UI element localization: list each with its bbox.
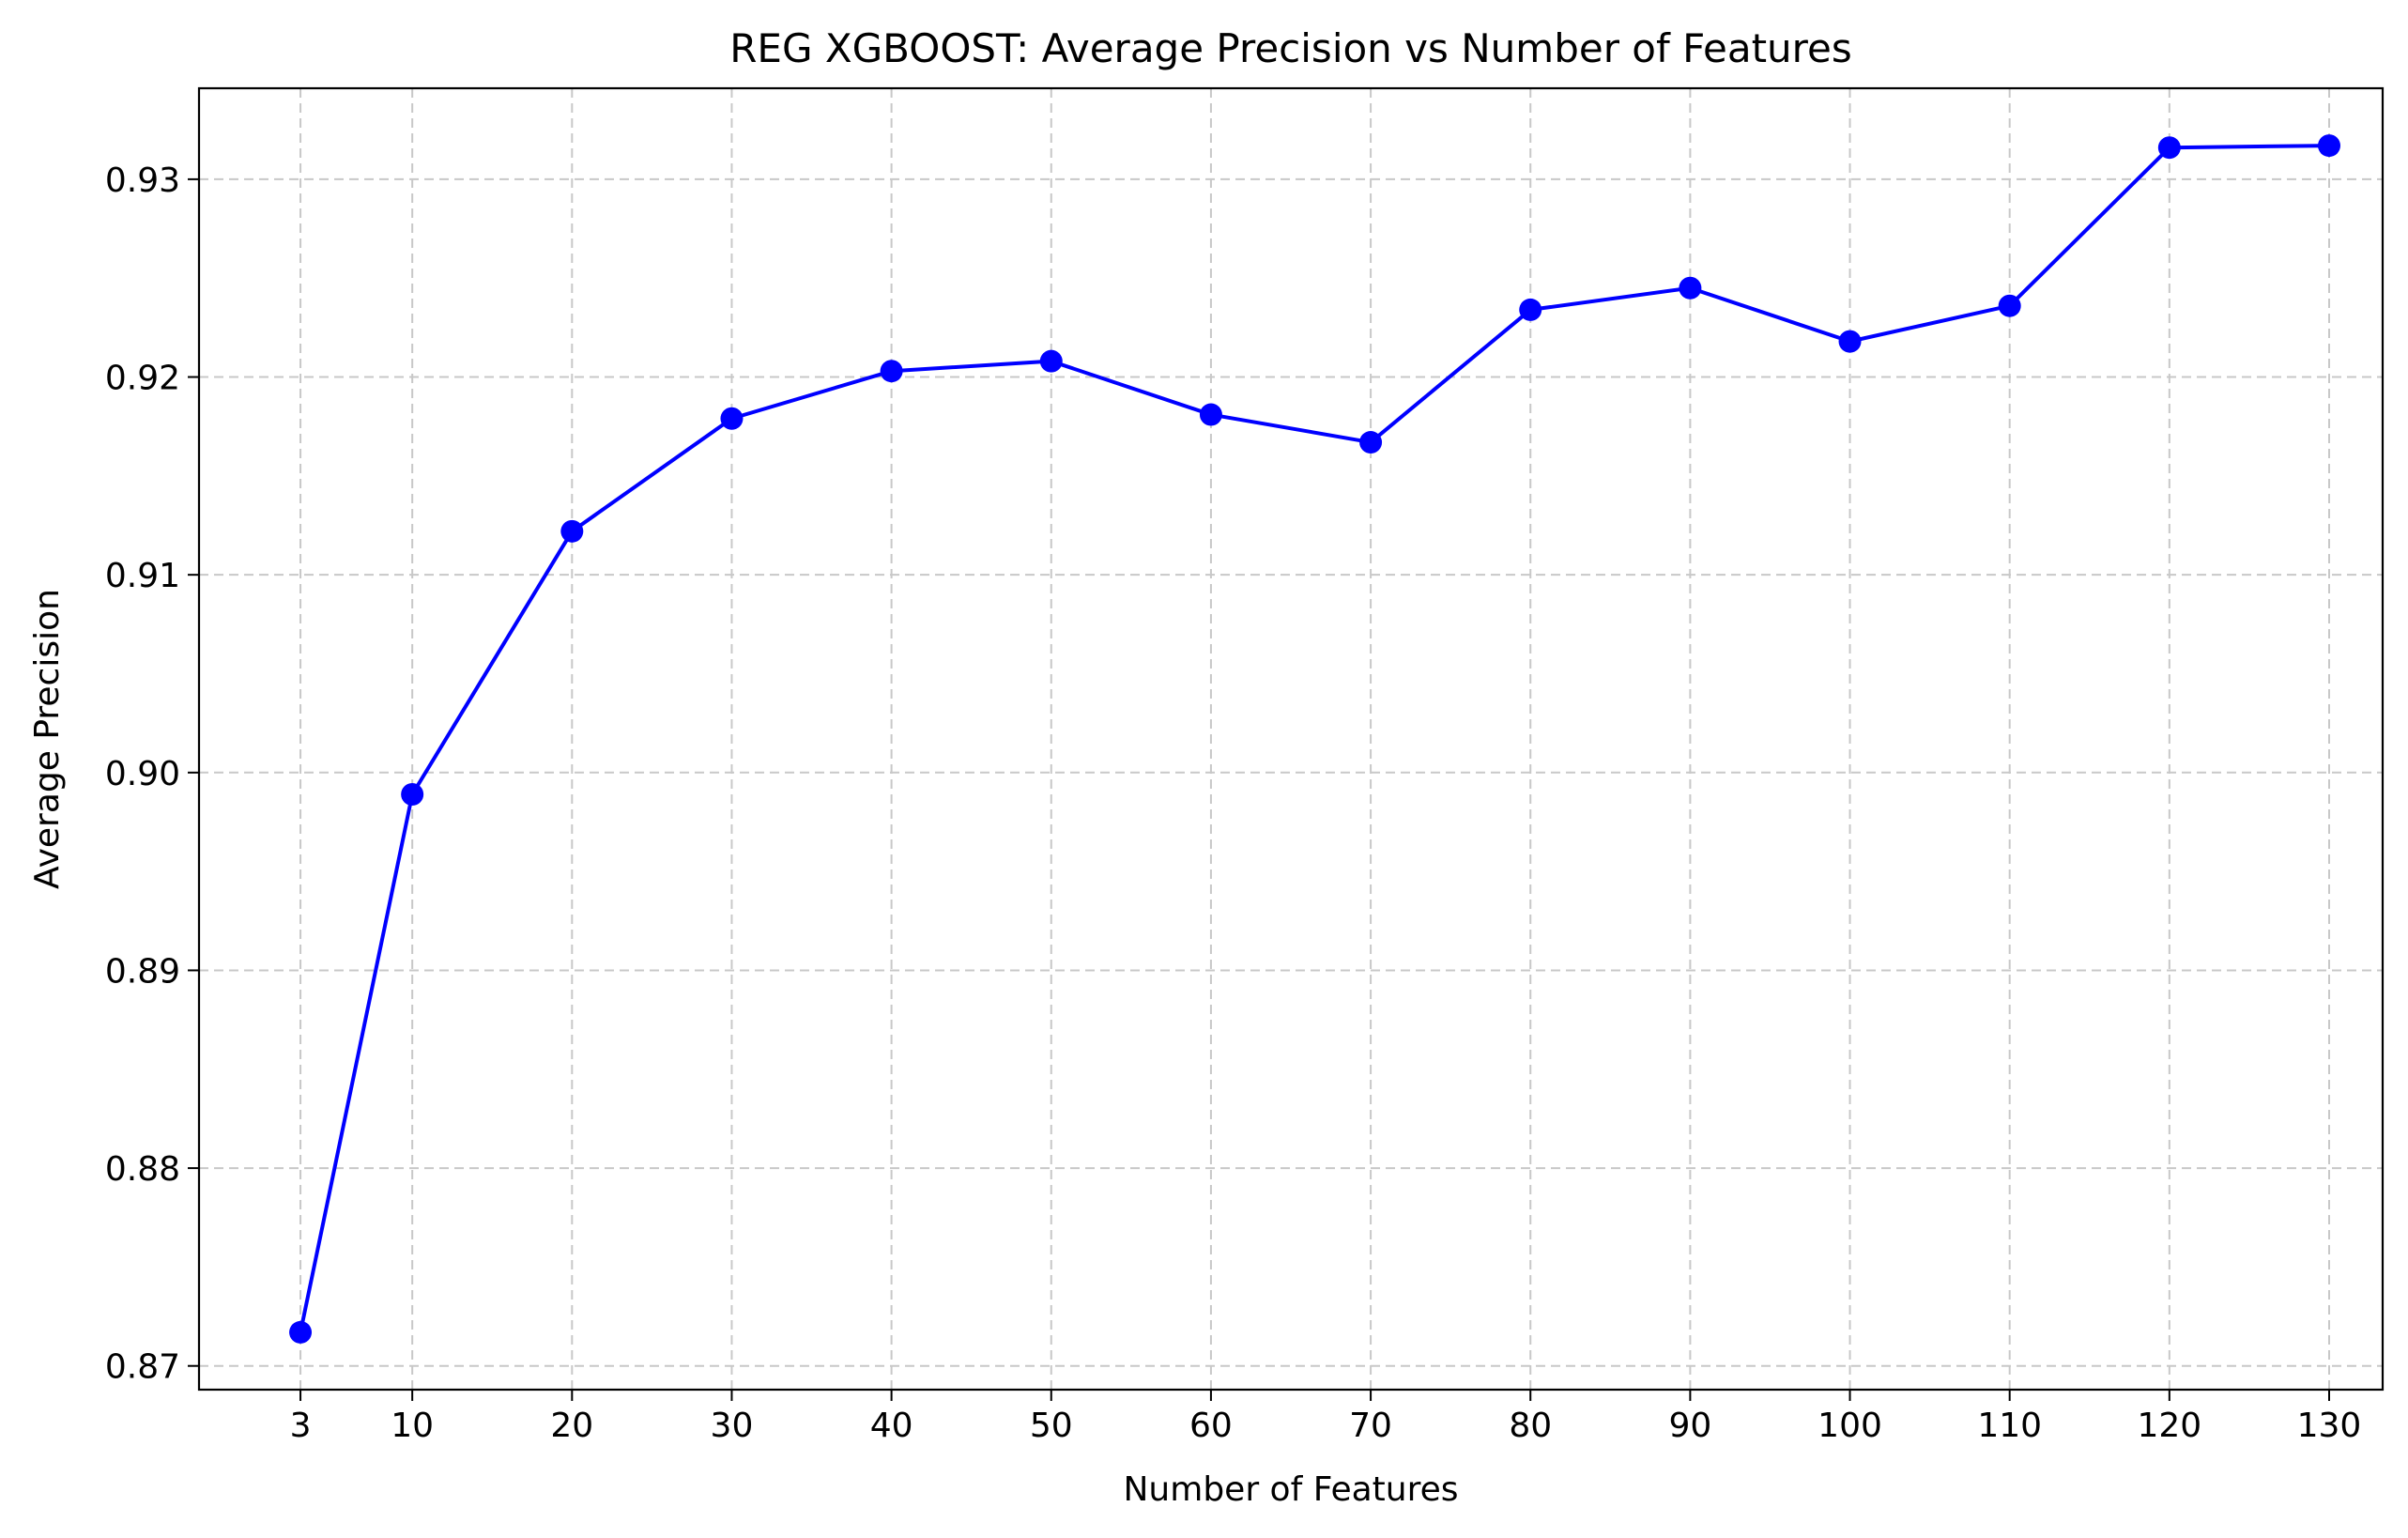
y-axis-label: Average Precision <box>28 589 67 889</box>
data-point <box>1519 298 1542 321</box>
y-tick-label: 0.90 <box>105 755 180 793</box>
data-point <box>880 360 903 383</box>
data-point <box>1998 294 2021 317</box>
data-point <box>720 407 744 430</box>
x-tick-label: 20 <box>550 1407 593 1445</box>
x-tick-label: 50 <box>1030 1407 1073 1445</box>
series <box>289 134 2340 1344</box>
y-tick-label: 0.91 <box>105 557 180 595</box>
data-point <box>1199 403 1222 426</box>
chart-title: REG XGBOOST: Average Precision vs Number… <box>729 25 1851 71</box>
x-tick-label: 60 <box>1189 1407 1233 1445</box>
y-tick-label: 0.89 <box>105 952 180 991</box>
data-point <box>1838 330 1862 353</box>
x-tick-label: 130 <box>2297 1407 2362 1445</box>
y-tick-label: 0.87 <box>105 1348 180 1387</box>
data-point <box>2317 134 2340 158</box>
data-point <box>1359 431 1383 454</box>
x-tick-label: 90 <box>1668 1407 1711 1445</box>
data-point <box>2157 136 2181 160</box>
x-tick-label: 10 <box>391 1407 434 1445</box>
x-tick-label: 80 <box>1509 1407 1552 1445</box>
grid <box>199 88 2383 1390</box>
x-tick-label: 120 <box>2137 1407 2201 1445</box>
x-axis-label: Number of Features <box>1124 1470 1459 1509</box>
y-tick-label: 0.92 <box>105 360 180 398</box>
x-tick-label: 70 <box>1349 1407 1392 1445</box>
x-tick-label: 100 <box>1818 1407 1882 1445</box>
axis-ticks: 3 10 20 30 40 50 60 70 80 90 100 110 120 130 0.87 0.88 0… <box>105 161 2362 1445</box>
x-tick-label: 30 <box>711 1407 754 1445</box>
data-point <box>289 1320 313 1344</box>
data-point <box>1679 276 1702 300</box>
x-tick-label: 110 <box>1977 1407 2042 1445</box>
data-point <box>401 782 424 806</box>
series-line <box>299 144 2330 1333</box>
x-tick-label: 3 <box>290 1407 312 1445</box>
y-tick-label: 0.88 <box>105 1150 180 1189</box>
x-tick-label: 40 <box>870 1407 913 1445</box>
y-tick-label: 0.93 <box>105 161 180 200</box>
data-point <box>1039 349 1063 373</box>
plot-frame <box>197 86 2385 1392</box>
data-point <box>560 519 584 543</box>
